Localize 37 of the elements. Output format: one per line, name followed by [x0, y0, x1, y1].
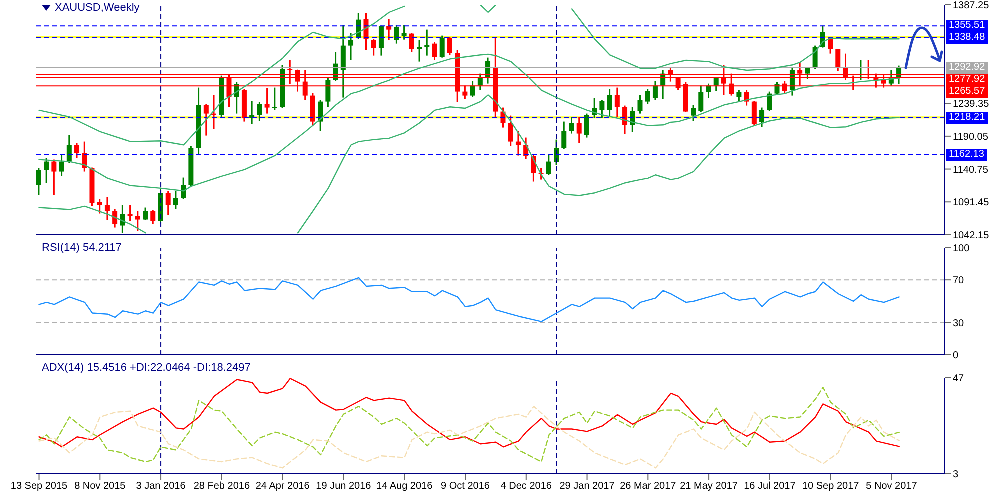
y-tick-label: 100 [953, 244, 970, 255]
x-tick-label: 26 Mar 2017 [620, 481, 677, 492]
x-tick-label: 3 Jan 2016 [136, 481, 186, 492]
x-tick-label: 13 Sep 2015 [10, 481, 68, 492]
ref-line-label: 1218.21 [946, 112, 988, 124]
x-tick-label: 10 Sep 2017 [802, 481, 860, 492]
ref-line-label: 1162.13 [946, 149, 988, 162]
x-tick-label: 28 Feb 2016 [194, 481, 250, 492]
y-tick-label: 0 [953, 350, 959, 362]
y-tick-label: 1239.35 [953, 99, 990, 110]
x-tick-label: 29 Jan 2017 [560, 481, 616, 492]
y-tick-label: 1190.05 [953, 132, 989, 143]
x-tick-label: 24 Apr 2016 [256, 481, 310, 492]
x-tick-label: 19 Jun 2016 [316, 481, 372, 492]
y-tick-label: 47 [953, 374, 965, 385]
y-tick-label: 3 [953, 470, 959, 481]
chart-title: ADX(14) 15.4516 +DI:22.0464 -DI:18.2497 [42, 362, 251, 374]
ref-line-label: 1292.92 [946, 62, 988, 74]
ref-line-label: 1338.48 [946, 32, 988, 44]
x-tick-label: 5 Nov 2017 [866, 481, 918, 492]
x-tick-label: 9 Oct 2016 [441, 481, 490, 492]
x-tick-label: 16 Jul 2017 [744, 481, 796, 492]
ref-line-label: 1277.92 [946, 74, 988, 86]
y-tick-label: 1091.45 [953, 198, 990, 209]
ref-line-label: 1355.51 [946, 20, 988, 32]
x-tick-label: 21 May 2017 [680, 481, 738, 492]
x-tick-label: 14 Aug 2016 [376, 481, 434, 492]
chart-title: XAUUSD,Weekly [55, 2, 140, 14]
y-tick-label: 30 [953, 318, 965, 330]
ref-line-label: 1265.57 [946, 86, 988, 98]
y-tick-label: 1042.15 [953, 230, 990, 242]
x-tick-label: 8 Nov 2015 [74, 481, 126, 492]
x-tick-label: 4 Dec 2016 [500, 481, 552, 492]
y-tick-label: 1140.75 [953, 164, 989, 176]
chart-title: RSI(14) 54.2117 [42, 242, 122, 254]
y-tick-label: 1387.25 [953, 0, 990, 12]
y-tick-label: 70 [953, 276, 965, 287]
